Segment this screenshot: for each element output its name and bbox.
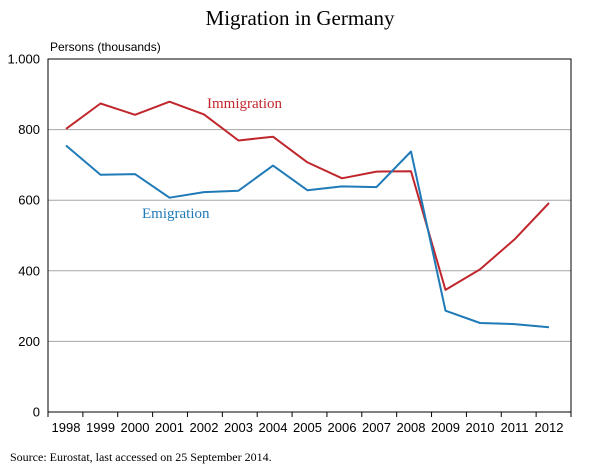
x-tick-label: 2012 bbox=[535, 420, 564, 435]
y-tick-labels: 0 200 400 600 800 1.000 bbox=[7, 52, 40, 420]
x-tick-labels: 1998 1999 2000 2001 2002 2003 2004 2005 2006 2007… bbox=[52, 420, 564, 435]
plot-frame bbox=[47, 58, 572, 413]
x-tick-label: 2009 bbox=[431, 420, 460, 435]
series-lines bbox=[65, 100, 550, 329]
series-label-immigration: Immigration bbox=[207, 96, 282, 112]
x-tick-label: 2006 bbox=[328, 420, 357, 435]
y-tick-label: 600 bbox=[18, 193, 40, 208]
x-tick-label: 1999 bbox=[86, 420, 115, 435]
y-tick-label: 200 bbox=[18, 334, 40, 349]
grid-lines bbox=[48, 58, 571, 342]
x-tick-label: 2004 bbox=[259, 420, 288, 435]
x-tick-label: 2008 bbox=[397, 420, 426, 435]
y-tick-label: 0 bbox=[33, 405, 40, 420]
x-tick-label: 2000 bbox=[121, 420, 150, 435]
x-tick-label: 1998 bbox=[52, 420, 81, 435]
series-immigration-line bbox=[65, 100, 550, 291]
x-tick-label: 2001 bbox=[155, 420, 184, 435]
axes bbox=[47, 58, 572, 417]
chart-title: Migration in Germany bbox=[205, 6, 395, 30]
y-tick-label: 400 bbox=[18, 263, 40, 278]
x-tick-label: 2003 bbox=[224, 420, 253, 435]
x-tick-label: 2005 bbox=[293, 420, 322, 435]
series-labels: Immigration Emigration bbox=[142, 96, 282, 222]
y-tick-label: 800 bbox=[18, 122, 40, 137]
x-tick-label: 2011 bbox=[501, 420, 529, 435]
x-tick-label: 2007 bbox=[362, 420, 391, 435]
x-tick-label: 2010 bbox=[466, 420, 495, 435]
x-tick-label: 2002 bbox=[190, 420, 219, 435]
source-note: Source: Eurostat, last accessed on 25 Se… bbox=[10, 450, 272, 464]
y-tick-label: 1.000 bbox=[7, 52, 40, 67]
series-label-emigration: Emigration bbox=[142, 206, 210, 222]
series-emigration-line bbox=[65, 144, 550, 329]
y-axis-label: Persons (thousands) bbox=[50, 40, 161, 54]
